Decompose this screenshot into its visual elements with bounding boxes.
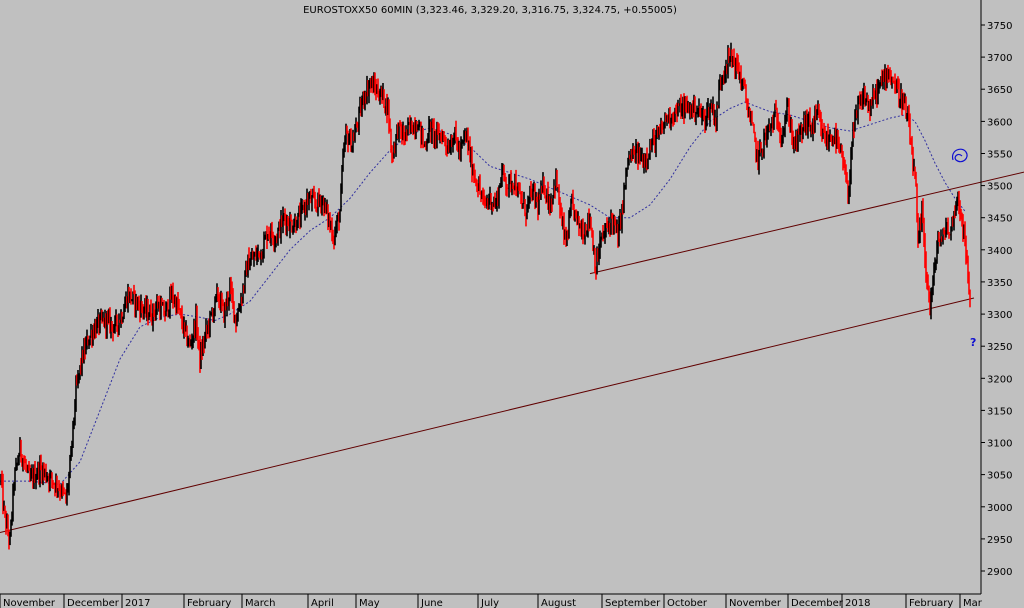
x-tick-label: June	[420, 598, 443, 608]
y-tick-label: 3150	[987, 406, 1012, 417]
y-tick-label: 3650	[987, 85, 1012, 96]
y-tick-label: 3350	[987, 278, 1012, 289]
x-tick-label: 2018	[845, 598, 870, 608]
x-tick-label: November	[729, 598, 782, 608]
x-tick-label: April	[311, 598, 334, 608]
x-tick-label: December	[67, 598, 120, 608]
x-tick-label: February	[909, 598, 953, 608]
y-tick-label: 3450	[987, 214, 1012, 225]
y-tick-label: 3200	[987, 374, 1012, 385]
question-mark-annotation: ?	[970, 336, 976, 349]
chart-title: EUROSTOXX50 60MIN (3,323.46, 3,329.20, 3…	[303, 5, 677, 16]
y-tick-label: 2950	[987, 535, 1012, 546]
x-tick-label: 2017	[125, 598, 150, 608]
y-tick-label: 3750	[987, 21, 1012, 32]
trendline-2	[0, 297, 975, 533]
loop-annotation-mark	[951, 148, 968, 163]
y-tick-label: 3700	[987, 53, 1012, 64]
y-tick-label: 3400	[987, 246, 1012, 257]
y-tick-label: 3550	[987, 150, 1012, 161]
x-tick-label: February	[187, 598, 231, 608]
x-tick-label: October	[667, 598, 708, 608]
x-tick-label: November	[3, 598, 56, 608]
x-tick-label: December	[791, 598, 844, 608]
trendline-1	[589, 171, 1024, 275]
x-tick-label: March	[245, 598, 275, 608]
x-tick-label: August	[541, 598, 576, 608]
x-tick-label: July	[480, 598, 499, 608]
candles-layer	[0, 42, 971, 550]
trendline-layer	[0, 171, 1024, 533]
x-tick-label: September	[605, 598, 661, 608]
y-tick-label: 3300	[987, 310, 1012, 321]
y-tick-label: 3000	[987, 503, 1012, 514]
x-tick-label: Mar	[963, 598, 983, 608]
y-tick-label: 3600	[987, 117, 1012, 128]
y-tick-label: 2900	[987, 567, 1012, 578]
y-tick-label: 3050	[987, 471, 1012, 482]
y-tick-label: 3100	[987, 439, 1012, 450]
annotation-layer: ?	[951, 148, 976, 349]
y-tick-label: 3250	[987, 342, 1012, 353]
y-tick-label: 3500	[987, 182, 1012, 193]
x-tick-label: May	[359, 598, 380, 608]
